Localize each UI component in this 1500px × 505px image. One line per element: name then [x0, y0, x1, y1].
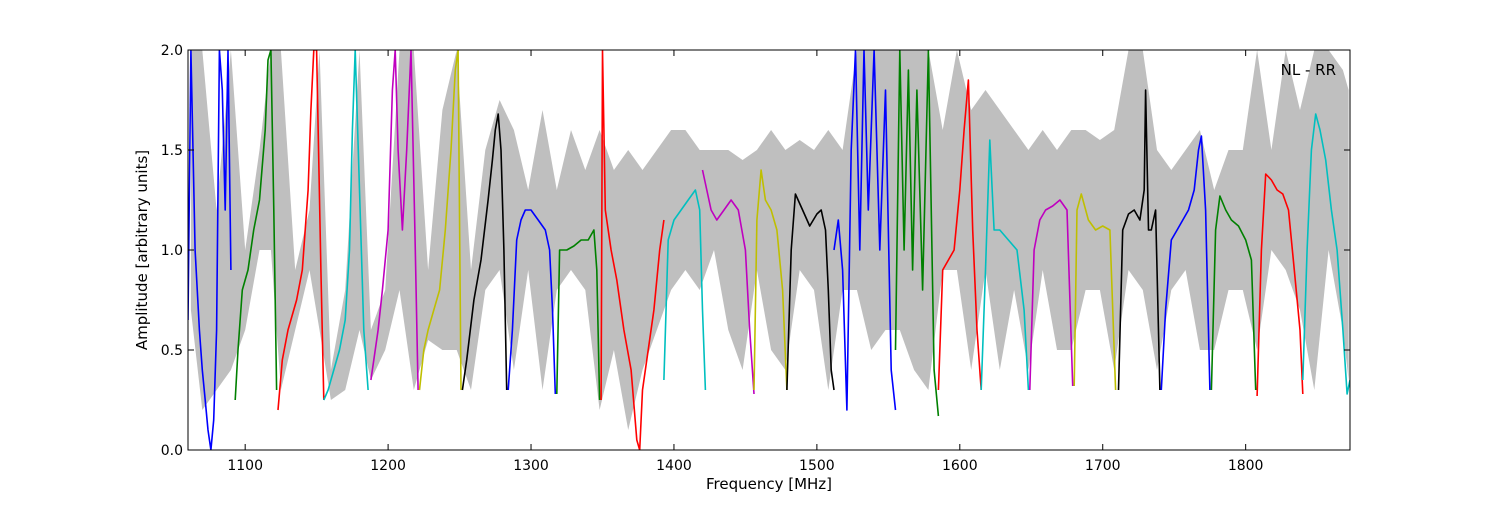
x-tick-label: 1100 — [227, 458, 263, 474]
series-line-17 — [937, 79, 982, 391]
series-line-1 — [188, 50, 232, 450]
x-tick-label: 1200 — [370, 458, 406, 474]
series-line-7 — [461, 113, 508, 391]
x-tick-label: 1300 — [513, 458, 549, 474]
series-line-8 — [507, 209, 557, 395]
x-tick-label: 1600 — [942, 458, 978, 474]
y-tick-label: 0.5 — [161, 343, 183, 359]
y-tick-label: 1.5 — [161, 143, 183, 159]
series-line-6 — [418, 50, 462, 391]
series-line-25 — [1302, 113, 1350, 395]
x-tick-label: 1500 — [799, 458, 835, 474]
series-line-4 — [323, 50, 369, 401]
series-line-5 — [370, 50, 419, 391]
x-axis-label: Frequency [MHz] — [706, 475, 832, 493]
y-tick-label: 0.0 — [161, 443, 183, 459]
x-tick-label: 1400 — [656, 458, 692, 474]
series-line-20 — [1073, 193, 1117, 391]
series-line-11 — [663, 189, 707, 391]
series-line-9 — [556, 229, 601, 401]
series-line-16 — [894, 50, 940, 417]
x-tick-label: 1800 — [1228, 458, 1264, 474]
series-line-21 — [1117, 89, 1161, 391]
series-line-3 — [277, 50, 325, 411]
series-line-18 — [980, 139, 1030, 391]
series-line-14 — [786, 193, 835, 391]
series-line-22 — [1160, 135, 1211, 391]
y-tick-label: 2.0 — [161, 43, 183, 59]
y-axis-label: Amplitude [arbitrary units] — [133, 150, 151, 350]
series-line-2 — [234, 50, 278, 401]
series-line-24 — [1256, 173, 1304, 397]
series-line-10 — [600, 50, 665, 450]
background-envelope — [190, 50, 1349, 430]
series-line-15 — [833, 50, 897, 411]
series-line-13 — [753, 169, 788, 391]
series-line-23 — [1210, 195, 1257, 391]
x-tick-label: 1700 — [1085, 458, 1121, 474]
y-tick-label: 1.0 — [161, 243, 183, 259]
chart-annotation: NL - RR — [1281, 61, 1336, 79]
series-line-19 — [1029, 199, 1074, 391]
series-line-12 — [701, 169, 755, 395]
